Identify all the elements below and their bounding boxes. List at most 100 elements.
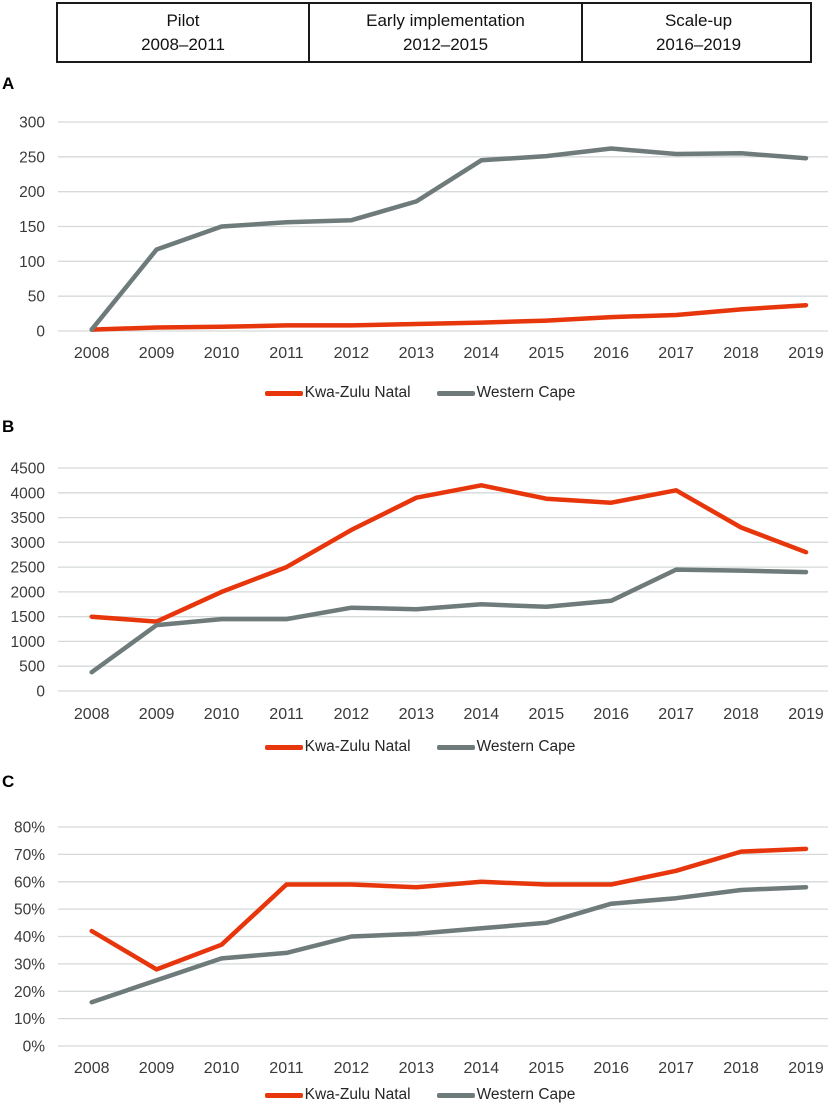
wc-line-swatch — [436, 390, 475, 396]
chart-a-line-chart: 0 50 100 150 200 250 300 2008 2009 2010 2011 2012 20… — [19, 115, 828, 362]
svg-text:2009: 2009 — [139, 706, 175, 723]
phase-cell-scale-up: Scale-up 2016–2019 — [583, 4, 814, 61]
chart-a-legend: Kwa-Zulu Natal Western Cape — [0, 384, 840, 402]
svg-text:2019: 2019 — [788, 706, 824, 723]
phase-cell-pilot: Pilot 2008–2011 — [58, 4, 310, 61]
svg-text:2011: 2011 — [269, 706, 304, 723]
svg-text:2017: 2017 — [658, 1060, 694, 1077]
svg-text:2017: 2017 — [658, 706, 694, 723]
phase-name: Early implementation — [366, 11, 525, 30]
svg-text:2018: 2018 — [723, 345, 759, 362]
svg-text:3500: 3500 — [11, 510, 46, 527]
svg-text:1000: 1000 — [11, 634, 46, 651]
svg-text:2014: 2014 — [464, 1060, 500, 1077]
svg-text:2012: 2012 — [334, 706, 370, 723]
svg-text:2018: 2018 — [723, 1060, 759, 1077]
svg-text:2016: 2016 — [593, 345, 629, 362]
svg-text:10%: 10% — [14, 1011, 45, 1028]
legend-item-kwa-zulu-natal: Kwa-Zulu Natal — [264, 1086, 411, 1104]
svg-text:4500: 4500 — [11, 461, 46, 478]
svg-text:250: 250 — [19, 149, 45, 166]
svg-text:1500: 1500 — [11, 609, 46, 626]
phase-name: Scale-up — [664, 11, 733, 30]
panel-b-label: B — [2, 417, 15, 436]
chart-c-line-chart: 0% 10% 20% 30% 40% 50% 60% 70% 80% 2008 2009 2010 20… — [14, 820, 828, 1077]
svg-text:2016: 2016 — [593, 706, 629, 723]
wc-line-swatch — [436, 744, 475, 750]
svg-text:2011: 2011 — [269, 345, 304, 362]
svg-text:2018: 2018 — [723, 706, 759, 723]
svg-text:4000: 4000 — [11, 485, 46, 502]
legend-label: Kwa-Zulu Natal — [304, 384, 411, 401]
svg-text:0: 0 — [36, 684, 45, 701]
svg-text:30%: 30% — [14, 956, 45, 973]
svg-text:2009: 2009 — [139, 1060, 175, 1077]
legend-label: Kwa-Zulu Natal — [304, 1086, 411, 1103]
svg-text:2008: 2008 — [74, 706, 110, 723]
chart-b-legend: Kwa-Zulu Natal Western Cape — [0, 738, 840, 756]
phase-years: 2016–2019 — [655, 35, 742, 54]
svg-text:2013: 2013 — [399, 1060, 435, 1077]
legend-label: Kwa-Zulu Natal — [304, 738, 411, 755]
svg-text:2019: 2019 — [788, 1060, 824, 1077]
panel-a-label: A — [2, 74, 15, 93]
svg-text:3000: 3000 — [11, 535, 46, 552]
legend-label: Western Cape — [476, 1086, 576, 1103]
svg-text:60%: 60% — [14, 874, 45, 891]
svg-text:2012: 2012 — [334, 345, 370, 362]
svg-text:2008: 2008 — [74, 345, 110, 362]
kzn-line-swatch — [264, 390, 303, 396]
svg-text:20%: 20% — [14, 984, 45, 1001]
svg-text:2011: 2011 — [269, 1060, 304, 1077]
legend-item-western-cape: Western Cape — [436, 384, 576, 402]
svg-text:80%: 80% — [14, 820, 45, 837]
svg-text:2014: 2014 — [464, 345, 500, 362]
svg-text:50: 50 — [28, 289, 46, 306]
legend-item-western-cape: Western Cape — [436, 1086, 576, 1104]
svg-text:500: 500 — [19, 659, 45, 676]
panel-c-label: C — [2, 772, 15, 791]
phase-years: 2012–2015 — [402, 35, 489, 54]
kzn-line-swatch — [264, 744, 303, 750]
svg-text:2015: 2015 — [529, 706, 565, 723]
svg-text:2010: 2010 — [204, 706, 240, 723]
svg-text:2017: 2017 — [658, 345, 694, 362]
svg-text:2016: 2016 — [593, 1060, 629, 1077]
phase-table: Pilot 2008–2011 Early implementation 201… — [56, 2, 812, 63]
legend-item-kwa-zulu-natal: Kwa-Zulu Natal — [264, 384, 411, 402]
svg-text:200: 200 — [19, 184, 45, 201]
chart-b-line-chart: 0 500 1000 1500 2000 2500 3000 3500 4000 4500 2008… — [11, 461, 828, 723]
svg-text:50%: 50% — [14, 902, 45, 919]
svg-text:2013: 2013 — [399, 345, 435, 362]
svg-text:2000: 2000 — [11, 584, 46, 601]
svg-text:2019: 2019 — [788, 345, 824, 362]
legend-label: Western Cape — [476, 384, 576, 401]
chart-c-legend: Kwa-Zulu Natal Western Cape — [0, 1086, 840, 1104]
svg-text:300: 300 — [19, 115, 45, 132]
svg-text:0%: 0% — [23, 1039, 46, 1056]
kzn-line-swatch — [264, 1092, 303, 1098]
legend-label: Western Cape — [476, 738, 576, 755]
svg-text:2010: 2010 — [204, 345, 240, 362]
svg-text:70%: 70% — [14, 847, 45, 864]
phase-name: Pilot — [166, 11, 200, 30]
phase-cell-early-implementation: Early implementation 2012–2015 — [310, 4, 583, 61]
svg-text:40%: 40% — [14, 929, 45, 946]
svg-text:2008: 2008 — [74, 1060, 110, 1077]
svg-text:100: 100 — [19, 254, 45, 271]
svg-text:2014: 2014 — [464, 706, 500, 723]
svg-text:2500: 2500 — [11, 560, 46, 577]
legend-item-kwa-zulu-natal: Kwa-Zulu Natal — [264, 738, 411, 756]
svg-text:2015: 2015 — [529, 345, 565, 362]
svg-text:2010: 2010 — [204, 1060, 240, 1077]
wc-line-swatch — [436, 1092, 475, 1098]
svg-text:2015: 2015 — [529, 1060, 565, 1077]
phase-years: 2008–2011 — [141, 35, 225, 54]
svg-text:2012: 2012 — [334, 1060, 370, 1077]
svg-text:150: 150 — [19, 219, 45, 236]
svg-text:2009: 2009 — [139, 345, 175, 362]
svg-text:0: 0 — [36, 324, 45, 341]
svg-text:2013: 2013 — [399, 706, 435, 723]
legend-item-western-cape: Western Cape — [436, 738, 576, 756]
